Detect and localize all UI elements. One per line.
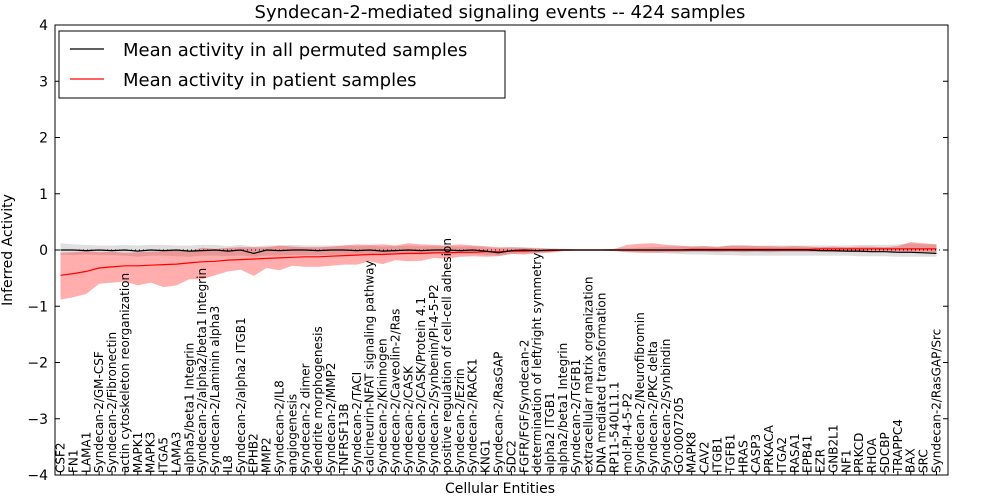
category-label: dendrite morphogenesis (311, 326, 325, 473)
category-label: EPHB2 (247, 433, 261, 473)
category-label: NF1 (839, 449, 853, 473)
y-tick-label: −4 (27, 468, 48, 484)
category-label: KNG1 (479, 439, 493, 473)
category-label: EZR (814, 449, 828, 473)
category-label: Syndecan-2/IL8 (273, 380, 287, 473)
y-tick-label: 1 (39, 187, 48, 203)
legend: Mean activity in all permuted samples Me… (58, 30, 506, 99)
category-label: SDC2 (504, 440, 518, 473)
line-permuted (60, 249, 937, 255)
category-label: ITGA2 (775, 437, 789, 473)
category-label: Syndecan-2/TGFB1 (569, 359, 583, 473)
category-labels: CSF2FN1LAMA1Syndecan-2/GM-CSFSyndecan-2/… (54, 238, 944, 474)
category-label: determination of left/right symmetry (530, 253, 544, 473)
y-tick-label: 3 (39, 74, 48, 90)
category-label: HRAS (736, 440, 750, 473)
category-label: alpha2/beta1 Integrin (556, 343, 570, 473)
y-tick-label: −3 (27, 412, 48, 428)
category-label: Syndecan-2/Synbenin/PI-4-5-P2 (427, 284, 441, 473)
category-label: Syndecan-2/Fibronectin (105, 332, 119, 473)
category-label: PRKACA (762, 424, 776, 473)
category-label: RP11-540L11.1 (607, 382, 621, 473)
category-label: alpha5/beta1 Integrin (182, 343, 196, 473)
category-label: BAX (904, 448, 918, 473)
category-label: Syndecan-2/TACI (350, 372, 364, 473)
category-label: MAPK3 (144, 432, 158, 473)
category-label: alpha2 ITGB1 (543, 392, 557, 473)
confidence-bands (60, 242, 937, 300)
x-axis (60, 471, 937, 475)
category-label: calcineurin-NFAT signaling pathway (363, 260, 377, 473)
y-tick-label: 2 (39, 131, 48, 147)
category-label: RASA1 (788, 433, 802, 473)
category-label: FN1 (66, 449, 80, 473)
y-axis: −4 −3 −2 −1 0 1 2 3 4 (27, 18, 948, 484)
category-label: CSF2 (54, 442, 68, 473)
category-label: SRC (917, 449, 931, 473)
chart-title: Syndecan-2-mediated signaling events -- … (255, 2, 746, 23)
legend-label-permuted: Mean activity in all permuted samples (123, 40, 467, 61)
category-label: extracellular matrix organization (582, 277, 596, 474)
y-tick-label: −1 (27, 299, 48, 315)
category-label: PRKCD (852, 433, 866, 473)
category-label: Syndecan-2/Ezrin (453, 368, 467, 473)
category-label: GNB2L1 (826, 425, 840, 473)
category-label: Syndecan-2/CASK/Protein 4.1 (414, 297, 428, 473)
category-label: actin cytoskeleton reorganization (118, 273, 132, 473)
category-label: Syndecan-2/Synbindin (659, 339, 673, 473)
category-label: Syndecan-2/Kininogen (376, 338, 390, 473)
category-label: LAMA3 (169, 432, 183, 473)
category-label: positive regulation of cell-cell adhesio… (440, 238, 454, 473)
category-label: Syndecan-2/Neurofibromin (633, 312, 647, 473)
category-label: Syndecan-2/alpha2/beta1 Integrin (195, 268, 209, 473)
band-permuted (60, 243, 937, 257)
category-label: EPB41 (801, 435, 815, 473)
legend-label-patient: Mean activity in patient samples (123, 70, 417, 91)
y-tick-label: 4 (39, 18, 48, 34)
legend-box (58, 30, 506, 99)
category-label: CAV2 (698, 441, 712, 473)
category-label: Syndecan-2/CASK (401, 365, 415, 473)
y-tick-label: −2 (27, 356, 48, 372)
category-label: DNA mediated transformation (595, 293, 609, 473)
category-label: Syndecan-2/RACK1 (466, 358, 480, 473)
category-label: FGFR/FGF/Syndecan-2 (517, 340, 531, 473)
category-label: Syndecan-2/Laminin alpha3 (208, 306, 222, 473)
series-lines (60, 248, 937, 276)
category-label: angiogenesis (285, 394, 299, 473)
category-label: Syndecan-2/RasGAP/Src (930, 329, 944, 473)
category-label: MAPK1 (131, 432, 145, 473)
category-label: Syndecan-2 dimer (298, 363, 312, 473)
category-label: MAPK8 (685, 432, 699, 473)
category-label: MMP2 (260, 437, 274, 473)
category-label: ITGA5 (157, 437, 171, 473)
category-label: ITGB1 (711, 437, 725, 473)
category-label: Syndecan-2/Caveolin-2/Ras (388, 309, 402, 473)
x-axis-label: Cellular Entities (445, 481, 555, 497)
category-label: Syndecan-2/alpha2 ITGB1 (234, 317, 248, 473)
category-label: Syndecan-2/RasGAP (492, 352, 506, 473)
y-tick-label: 0 (39, 243, 48, 259)
category-label: TNFRSF13B (337, 403, 351, 474)
category-label: RHOA (865, 437, 879, 473)
category-label: SDCBP (878, 432, 892, 473)
category-label: Syndecan-2/GM-CSF (92, 351, 106, 473)
category-label: LAMA1 (79, 432, 93, 473)
category-label: Syndecan-2/MMP2 (324, 363, 338, 473)
category-label: IL8 (221, 455, 235, 473)
y-axis-label: Inferred Activity (0, 194, 16, 306)
band-patient (60, 242, 937, 300)
category-label: TGFB1 (723, 434, 737, 474)
category-label: mol:PI-4-5-P2 (620, 393, 634, 473)
category-label: TRAPPC4 (891, 419, 905, 474)
category-label: GO:0007205 (672, 397, 686, 473)
category-label: Syndecan-2/PKC delta (646, 341, 660, 473)
category-label: CASP3 (749, 434, 763, 473)
